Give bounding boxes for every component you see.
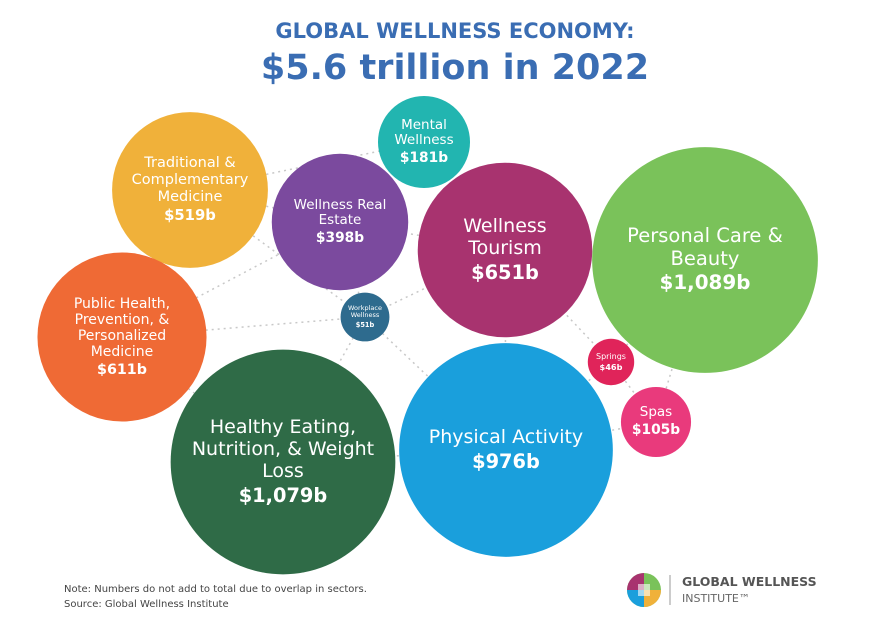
bubble-label: Springs $46b xyxy=(591,339,632,385)
bubble-group: Physical Activity$976b xyxy=(399,343,613,557)
connector xyxy=(121,316,366,338)
value-label: $105b xyxy=(631,421,681,438)
bubble-label: Public Health, Prevention, & Personalize… xyxy=(48,252,197,421)
category-label: Healthy Eating, Nutrition, & Weight Loss xyxy=(191,416,375,482)
note: Note: Numbers do not add to total due to… xyxy=(64,584,367,595)
bubble-label-box: Healthy Eating, Nutrition, & Weight Loss… xyxy=(184,350,382,575)
bubble-label: Physical Activity $976b xyxy=(412,343,600,557)
value-label: $976b xyxy=(472,449,540,473)
bubble-label: Workplace Wellness $51b xyxy=(344,293,387,342)
bubble xyxy=(587,338,635,386)
bubble xyxy=(112,112,268,268)
bubble-group: Workplace Wellness$51b xyxy=(340,292,390,342)
bubble-label-box: Personal Care & Beauty$1,089b xyxy=(606,147,805,373)
bubble-label-box: Workplace Wellness$51b xyxy=(344,293,387,342)
bubble-label: Healthy Eating, Nutrition, & Weight Loss… xyxy=(184,350,382,575)
bubble-group: Healthy Eating, Nutrition, & Weight Loss… xyxy=(170,349,396,575)
category-label: Wellness Tourism xyxy=(463,215,547,259)
bubble-label-box: Spas$105b xyxy=(625,387,687,457)
bubble-label-box: Wellness Real Estate$398b xyxy=(280,154,400,290)
bubble-group: Public Health, Prevention, & Personalize… xyxy=(37,252,207,422)
value-label: $1,089b xyxy=(659,270,751,294)
bubble-label: Wellness Real Estate $398b xyxy=(280,154,400,290)
bubble-label-box: Public Health, Prevention, & Personalize… xyxy=(48,252,197,421)
value-label: $398b xyxy=(315,229,365,246)
logo-name: GLOBAL WELLNESS xyxy=(682,574,817,589)
value-label: $611b xyxy=(97,361,147,378)
bubble xyxy=(37,252,207,422)
bubble-group: Mental Wellness$181b xyxy=(377,95,471,189)
bubble xyxy=(417,162,593,338)
logo-icon xyxy=(627,573,671,607)
category-label: Springs xyxy=(595,351,626,361)
logo-sub: INSTITUTE™ xyxy=(682,592,750,605)
bubble xyxy=(399,343,613,557)
bubble xyxy=(340,292,390,342)
bubble-group: Personal Care & Beauty$1,089b xyxy=(592,147,818,373)
bubble-label: Spas $105b xyxy=(625,387,687,457)
value-label: $46b xyxy=(599,361,623,372)
bubble-label-box: Wellness Tourism$651b xyxy=(428,163,582,338)
source: Source: Global Wellness Institute xyxy=(64,599,229,610)
bubble-label-box: Traditional & Complementary Medicine $519… xyxy=(121,112,258,268)
bubble-group: Spas$105b xyxy=(620,386,692,458)
bubble-label: Personal Care & Beauty $1,089b xyxy=(606,147,805,373)
bubble-group: Wellness Tourism$651b xyxy=(417,162,593,338)
category-label: Spas xyxy=(639,404,673,421)
bubble xyxy=(620,386,692,458)
category-label: Personal Care & Beauty xyxy=(627,224,783,270)
bubble-label: Traditional & Complementary Medicine $519… xyxy=(121,112,258,268)
category-label: Traditional & Complementary Medicine xyxy=(131,155,249,205)
category-label: Public Health, Prevention, & Personalize… xyxy=(73,295,171,360)
chart-title: GLOBAL WELLNESS ECONOMY: xyxy=(275,19,634,43)
value-label: $651b xyxy=(471,260,539,284)
bubble xyxy=(170,349,396,575)
bubble xyxy=(377,95,471,189)
bubble-label: Mental Wellness $181b xyxy=(384,96,465,188)
bubble-group: Traditional & Complementary Medicine $519… xyxy=(112,112,268,268)
bubble-label-box: Springs$46b xyxy=(591,339,632,385)
value-label: $181b xyxy=(399,149,449,166)
bubble xyxy=(592,147,818,373)
bubble-label-box: Mental Wellness$181b xyxy=(384,96,465,188)
chart-subtitle: $5.6 trillion in 2022 xyxy=(261,48,649,88)
bubble-group: Springs$46b xyxy=(587,338,635,386)
category-label: Wellness Real Estate xyxy=(293,196,387,229)
value-label: $51b xyxy=(355,320,375,329)
bubble xyxy=(271,153,409,291)
value-label: $519b xyxy=(164,207,216,225)
category-label: Physical Activity xyxy=(428,425,584,448)
bubble-label: Wellness Tourism $651b xyxy=(428,163,582,338)
category-label: Workplace Wellness xyxy=(348,303,382,320)
value-label: $1,079b xyxy=(238,483,328,507)
bubble-group: Wellness Real Estate$398b xyxy=(271,153,409,291)
category-label: Mental Wellness xyxy=(394,116,454,149)
bubble-label-box: Physical Activity$976b xyxy=(412,343,600,557)
